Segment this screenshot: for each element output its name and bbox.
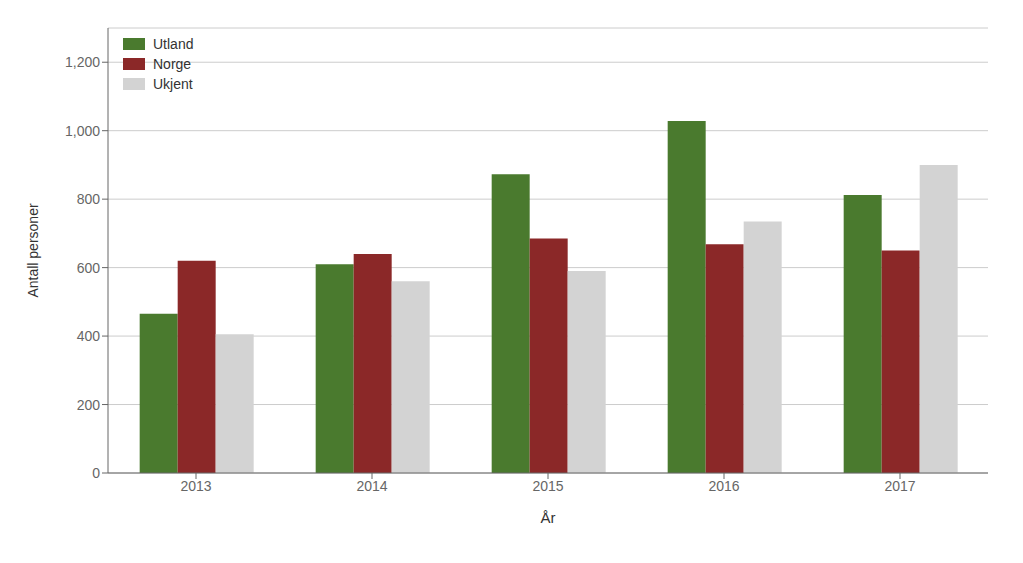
svg-text:1,000: 1,000 [65,123,100,139]
svg-text:600: 600 [77,260,101,276]
svg-text:2017: 2017 [884,478,915,494]
svg-text:200: 200 [77,397,101,413]
svg-text:Antall personer: Antall personer [25,203,41,298]
svg-text:2013: 2013 [180,478,211,494]
svg-text:400: 400 [77,328,101,344]
html-text:Ukjent: Ukjent [153,76,193,92]
svg-text:2016: 2016 [708,478,739,494]
svg-text:2014: 2014 [356,478,387,494]
html-text:Norge: Norge [153,56,192,72]
svg-text:2015: 2015 [532,478,563,494]
svg-text:0: 0 [92,465,100,481]
svg-text:1,200: 1,200 [65,54,100,70]
svg-text:800: 800 [77,191,101,207]
html-text:Utland: Utland [153,36,194,52]
svg-text:År: År [541,509,556,526]
